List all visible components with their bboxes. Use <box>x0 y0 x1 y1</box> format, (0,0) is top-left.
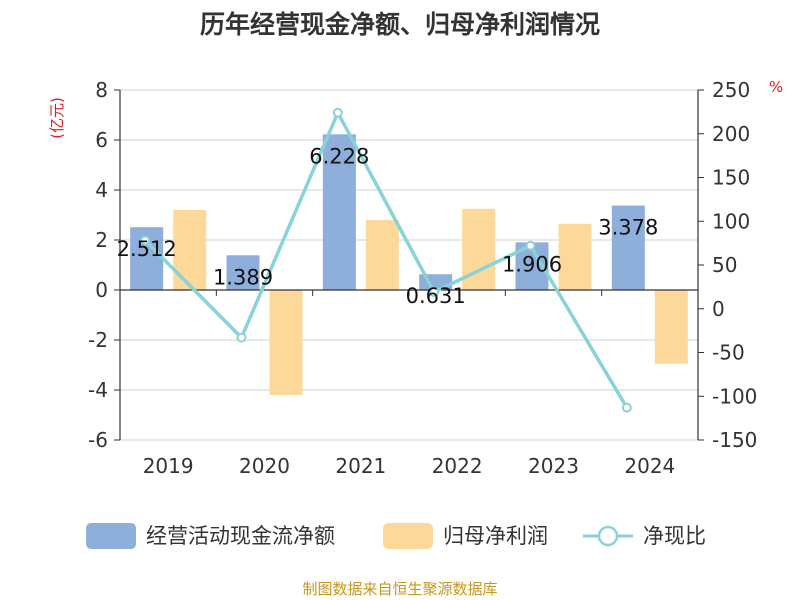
ratio-point-2020 <box>236 332 247 343</box>
right-tick-label: -100 <box>712 384 757 408</box>
legend-cashflow-swatch <box>86 523 136 549</box>
bar-netprofit-2023 <box>558 223 592 290</box>
left-tick-label: -6 <box>88 428 108 452</box>
left-tick-label: -2 <box>88 328 108 352</box>
ratio-point-2024 <box>621 402 632 413</box>
gridlines <box>120 89 698 441</box>
x-tick-label: 2019 <box>143 454 194 478</box>
data-labels: 2.512 1.389 6.228 0.631 1.906 3.378 <box>117 144 659 308</box>
legend-ratio-swatch-marker <box>597 525 619 547</box>
left-tick-label: 0 <box>95 278 108 302</box>
bar-cashflow-2020 <box>226 255 260 290</box>
right-tick-label: 200 <box>712 122 750 146</box>
ratio-point-2023 <box>525 240 536 251</box>
right-tick-label: 100 <box>712 209 750 233</box>
x-tick-label: 2023 <box>528 454 579 478</box>
bar-cashflow-2021 <box>322 134 356 290</box>
data-label-cashflow-2024: 3.378 <box>598 216 658 240</box>
legend-netprofit-label: 归母净利润 <box>443 524 548 548</box>
data-label-cashflow-2021: 6.228 <box>309 144 369 168</box>
legend-cashflow-label: 经营活动现金流净额 <box>146 524 335 548</box>
data-label-cashflow-2023: 1.906 <box>502 252 562 276</box>
left-tick-label: 2 <box>95 228 108 252</box>
legend-ratio-label: 净现比 <box>643 524 706 548</box>
right-tick-label: 0 <box>712 297 725 321</box>
data-label-cashflow-2019: 2.512 <box>117 237 177 261</box>
axes: 8 6 4 2 0 -2 -4 -6 250 200 150 100 50 0 -50 -100 -150 201… <box>88 78 757 478</box>
bar-netprofit-2020 <box>269 290 303 395</box>
data-label-cashflow-2020: 1.389 <box>213 265 273 289</box>
source-note: 制图数据来自恒生聚源数据库 <box>302 580 497 598</box>
data-label-cashflow-2022: 0.631 <box>406 284 466 308</box>
right-tick-label: -50 <box>712 341 745 365</box>
bars <box>130 134 688 395</box>
ratio-point-2021 <box>332 107 343 118</box>
ratio-line <box>140 107 632 413</box>
ratio-point-2022 <box>429 287 440 298</box>
x-tick-label: 2022 <box>432 454 483 478</box>
ratio-point-2019 <box>140 235 151 246</box>
left-axis-unit: (亿元) <box>48 97 66 139</box>
right-tick-label: 150 <box>712 166 750 190</box>
left-tick-label: 6 <box>95 128 108 152</box>
chart-title: 历年经营现金净额、归母净利润情况 <box>200 10 600 39</box>
legend: 经营活动现金流净额 归母净利润 净现比 <box>86 523 706 549</box>
x-tick-label: 2021 <box>335 454 386 478</box>
x-tick-label: 2024 <box>624 454 675 478</box>
left-tick-label: 4 <box>95 178 108 202</box>
left-tick-label: 8 <box>95 78 108 102</box>
bar-netprofit-2019 <box>173 210 207 290</box>
right-axis-unit: % <box>769 78 783 96</box>
right-tick-label: 250 <box>712 78 750 102</box>
right-tick-label: -150 <box>712 428 757 452</box>
bar-netprofit-2021 <box>365 220 399 290</box>
ratio-line-path <box>143 108 629 409</box>
bar-netprofit-2024 <box>654 290 688 364</box>
x-tick-label: 2020 <box>239 454 290 478</box>
right-tick-label: 50 <box>712 253 737 277</box>
left-tick-label: -4 <box>88 378 108 402</box>
bar-cashflow-2024 <box>611 205 645 290</box>
legend-netprofit-swatch <box>383 523 433 549</box>
